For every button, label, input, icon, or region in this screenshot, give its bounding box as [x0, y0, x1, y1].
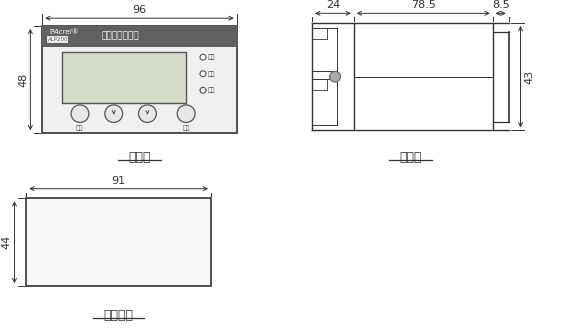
- Bar: [47, 36, 67, 42]
- Circle shape: [200, 54, 206, 60]
- Text: 开孔尺寸: 开孔尺寸: [104, 309, 134, 321]
- Circle shape: [139, 105, 157, 122]
- Text: 44: 44: [2, 235, 12, 249]
- Bar: [26, 198, 211, 286]
- Circle shape: [105, 105, 123, 122]
- Circle shape: [200, 71, 206, 77]
- Text: 电源: 电源: [208, 54, 215, 60]
- Text: ALP200: ALP200: [48, 37, 69, 42]
- Text: 91: 91: [112, 176, 126, 186]
- Bar: [42, 26, 237, 48]
- Text: 24: 24: [326, 0, 340, 10]
- Text: 8.5: 8.5: [492, 0, 509, 10]
- Text: 43: 43: [524, 70, 534, 84]
- Text: 故障: 故障: [208, 71, 215, 76]
- Text: 48: 48: [19, 72, 29, 87]
- Text: ALP200: ALP200: [48, 37, 69, 42]
- Text: ℙAcrel®: ℙAcrel®: [49, 29, 79, 35]
- Text: 合闸: 合闸: [208, 88, 215, 93]
- Text: 低压线路保护器: 低压线路保护器: [102, 31, 140, 40]
- Circle shape: [177, 105, 195, 122]
- Text: 78.5: 78.5: [411, 0, 436, 10]
- Bar: [42, 26, 237, 133]
- Circle shape: [329, 71, 340, 82]
- Text: 确定: 确定: [182, 125, 190, 131]
- Text: 96: 96: [133, 5, 147, 15]
- Text: 侧视图: 侧视图: [399, 151, 421, 164]
- Circle shape: [200, 87, 206, 93]
- Text: 复位: 复位: [76, 125, 84, 131]
- Circle shape: [71, 105, 89, 122]
- Text: 正视图: 正视图: [128, 151, 151, 164]
- Bar: [62, 52, 186, 103]
